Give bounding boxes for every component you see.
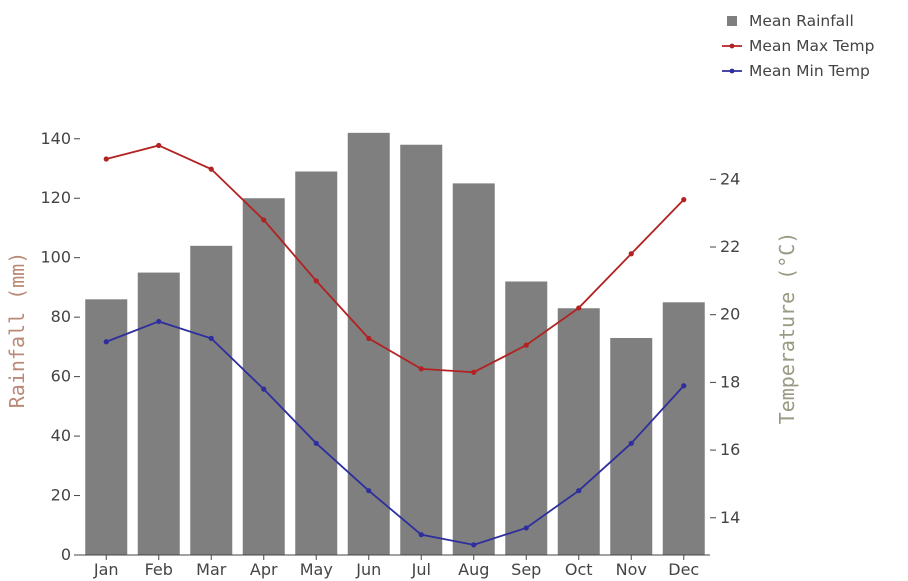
series-2-point-may bbox=[313, 440, 319, 446]
series-2-point-jun bbox=[366, 488, 372, 494]
legend-swatch-point bbox=[729, 68, 735, 74]
rainfall-bars bbox=[85, 132, 705, 556]
temperature-lines bbox=[103, 142, 687, 548]
x-tick-label: Dec bbox=[668, 560, 699, 579]
y2-tick-label: 24 bbox=[720, 169, 740, 188]
series-1-point-nov bbox=[628, 251, 634, 257]
series-1-point-jul bbox=[418, 366, 424, 372]
legend-label: Mean Min Temp bbox=[749, 62, 870, 80]
series-1-point-may bbox=[313, 278, 319, 284]
y2-tick-label: 20 bbox=[720, 305, 740, 324]
rainfall-bar-oct bbox=[557, 308, 600, 555]
y-tick-label: 80 bbox=[51, 307, 71, 326]
y-tick-label: 120 bbox=[40, 188, 71, 207]
rainfall-bar-sep bbox=[505, 281, 548, 555]
series-1-point-mar bbox=[208, 166, 214, 172]
y-tick-label: 100 bbox=[40, 248, 71, 267]
series-2-point-mar bbox=[208, 335, 214, 341]
legend: Mean Rainfall Mean Max Temp Mean Min Temp bbox=[722, 12, 874, 80]
x-tick-label: Nov bbox=[616, 560, 647, 579]
series-2-point-oct bbox=[576, 488, 582, 494]
series-line-1 bbox=[106, 144, 685, 374]
rainfall-bar-dec bbox=[662, 302, 705, 555]
series-2-point-feb bbox=[156, 318, 162, 325]
series-1-point-jun bbox=[366, 335, 372, 341]
x-tick-label: Mar bbox=[196, 560, 227, 579]
rainfall-bar-apr bbox=[242, 198, 285, 556]
rainfall-bar-jul bbox=[400, 144, 443, 555]
legend-swatch-point bbox=[729, 43, 735, 49]
y2-tick-label: 22 bbox=[720, 237, 740, 256]
series-2-point-sep bbox=[523, 525, 529, 531]
series-1-point-jan bbox=[103, 156, 109, 162]
y2-tick-label: 18 bbox=[720, 372, 740, 391]
series-1-point-aug bbox=[471, 369, 477, 375]
legend-label: Mean Max Temp bbox=[749, 37, 874, 55]
series-1-point-feb bbox=[156, 142, 162, 149]
series-1-point-sep bbox=[523, 342, 529, 348]
right-axis-title: Temperature (°C) bbox=[775, 232, 799, 425]
x-tick-label: Feb bbox=[145, 560, 173, 579]
rainfall-bar-jan bbox=[85, 299, 128, 555]
x-tick-label: Jan bbox=[93, 560, 119, 579]
x-tick-label: Jun bbox=[355, 560, 381, 579]
series-2-point-dec bbox=[681, 383, 687, 389]
series-2-point-nov bbox=[628, 440, 634, 446]
series-2-point-aug bbox=[471, 542, 477, 548]
series-1-point-oct bbox=[576, 305, 582, 311]
rainfall-bar-mar bbox=[190, 245, 233, 556]
series-2-point-apr bbox=[261, 386, 267, 392]
x-tick-label: Sep bbox=[511, 560, 541, 579]
rainfall-bar-jun bbox=[347, 132, 390, 556]
y-tick-label: 20 bbox=[51, 486, 71, 505]
x-tick-label: Apr bbox=[250, 560, 278, 579]
series-line-2 bbox=[105, 320, 685, 546]
x-axis: Jan Feb Mar Apr May Jun Jul Aug Sep Oct Nov Dec bbox=[80, 554, 710, 579]
y2-tick-label: 14 bbox=[720, 508, 740, 527]
left-axis: 0 20 40 60 80 100 120 140 bbox=[40, 129, 80, 564]
rainfall-bar-may bbox=[295, 171, 338, 555]
left-axis-title: Rainfall (mm) bbox=[5, 252, 29, 409]
x-tick-label: Oct bbox=[565, 560, 593, 579]
rainfall-bar-aug bbox=[452, 183, 495, 556]
y-tick-label: 40 bbox=[51, 426, 71, 445]
right-axis: 14 16 18 20 22 24 bbox=[710, 169, 740, 527]
y2-tick-label: 16 bbox=[720, 440, 740, 459]
rainfall-bar-nov bbox=[610, 337, 653, 555]
legend-label: Mean Rainfall bbox=[749, 12, 854, 30]
legend-swatch-bar bbox=[727, 16, 737, 26]
series-1-point-dec bbox=[681, 197, 687, 203]
y-tick-label: 0 bbox=[61, 545, 71, 564]
x-tick-label: May bbox=[300, 560, 333, 579]
x-tick-label: Jul bbox=[411, 560, 431, 579]
rainfall-bar-feb bbox=[137, 272, 180, 555]
series-2-point-jul bbox=[418, 532, 424, 538]
y-tick-label: 140 bbox=[40, 129, 71, 148]
x-tick-label: Aug bbox=[458, 560, 489, 579]
series-2-point-jan bbox=[103, 339, 109, 345]
series-1-point-apr bbox=[261, 217, 267, 223]
y-tick-label: 60 bbox=[51, 367, 71, 386]
